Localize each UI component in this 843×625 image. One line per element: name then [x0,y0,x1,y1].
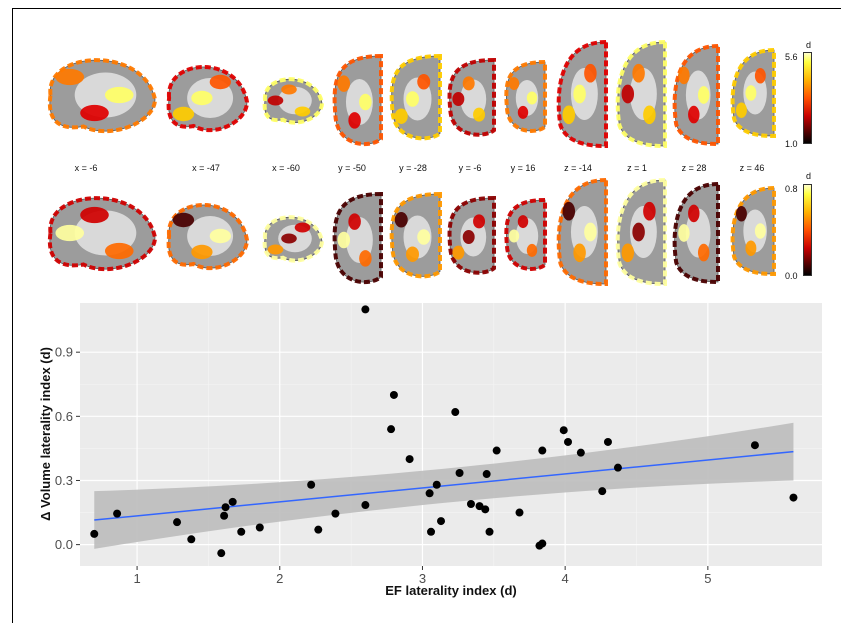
brain-slice [672,181,720,285]
x-tick-label: 4 [562,571,569,586]
colorbar-top-max: 5.6 [785,52,798,62]
colorbar-top [803,52,812,144]
x-tick-label: 1 [133,571,140,586]
x-tick-label: 5 [704,571,711,586]
coord-label: x = -60 [272,163,300,173]
data-point [789,493,798,502]
colorbar-top-min: 1.0 [785,139,798,149]
x-axis-label: EF laterality index (d) [385,583,516,598]
y-tick-label: 0.9 [55,345,73,360]
data-point [482,470,491,479]
data-point [598,487,607,496]
brain-slice [504,197,547,271]
colorbar-bottom-min: 0.0 [785,271,798,281]
data-point [481,505,490,514]
data-point [187,535,196,544]
data-point [314,525,323,534]
brain-slice [672,43,720,147]
brain-slice [332,53,383,147]
data-point [255,523,264,532]
x-tick-label: 3 [419,571,426,586]
data-point [405,455,414,464]
brain-slice [332,191,383,285]
data-point [538,446,547,455]
x-tick-label: 2 [276,571,283,586]
brain-slice [556,177,608,287]
colorbar-top-label: d [806,40,812,50]
brain-slice [447,195,496,275]
brain-slice [556,39,608,149]
data-point [492,446,501,455]
data-point [90,529,99,538]
data-point [432,480,441,489]
y-tick-label: 0.3 [55,473,73,488]
coord-label: y = -28 [399,163,427,173]
data-point [576,448,585,457]
colorbar-bottom-label: d [806,171,812,181]
data-point [455,468,464,477]
brain-slice [504,59,547,133]
data-point [564,437,573,446]
brain-slice [730,185,776,277]
data-point [485,527,494,536]
colorbar-bottom [803,184,812,276]
coord-label: z = -14 [564,163,592,173]
data-point [220,511,229,520]
y-tick-label: 0.6 [55,409,73,424]
fit-line [94,450,794,521]
brain-slices-row-top [40,38,800,149]
data-point [451,408,460,417]
brain-slice [615,39,667,149]
data-point [217,549,226,558]
data-point [538,539,547,548]
y-axis-label: Δ Volume laterality index (d) [38,347,53,521]
coord-label: z = 46 [739,163,765,173]
data-point [113,509,122,518]
data-point [387,425,396,434]
data-point [515,508,524,517]
coord-label: z = 1 [627,163,647,173]
brain-slice [262,77,325,125]
data-point [437,517,446,526]
coord-label: y = -50 [338,163,366,173]
data-point [173,518,182,527]
data-point [466,499,475,508]
axis-ticks: 1 2 3 4 5 0.0 0.3 0.6 0.9 [55,345,712,586]
data-point [221,503,230,512]
brain-slice [615,177,667,287]
figure-frame [12,8,841,623]
data-point [427,527,436,536]
coord-label: z = 28 [681,163,707,173]
data-point [389,390,398,399]
brain-slice [262,215,325,263]
data-point [307,480,316,489]
coord-label: y = 16 [510,163,536,173]
coord-label: y = -6 [458,163,482,173]
data-point [331,509,340,518]
brain-slice [166,65,250,133]
colorbar-bottom-max: 0.8 [785,184,798,194]
data-point [613,463,622,472]
y-tick-label: 0.0 [55,537,73,552]
data-point [425,489,434,498]
data-point [361,501,370,510]
brain-slice [389,53,442,141]
data-point [228,497,237,506]
brain-slice [47,58,158,134]
data-point [603,437,612,446]
data-point [750,441,759,450]
brain-slices-row-bottom [40,176,800,287]
coord-label: x = -6 [74,163,98,173]
data-point [237,527,246,536]
data-point [361,305,370,314]
brain-slice [47,196,158,272]
data-point [559,426,568,435]
brain-slice [389,191,442,279]
brain-slice [730,47,776,139]
scatter-points [90,305,798,558]
brain-slice [447,57,496,137]
coord-label: x = -47 [192,163,220,173]
brain-slice [166,203,250,271]
